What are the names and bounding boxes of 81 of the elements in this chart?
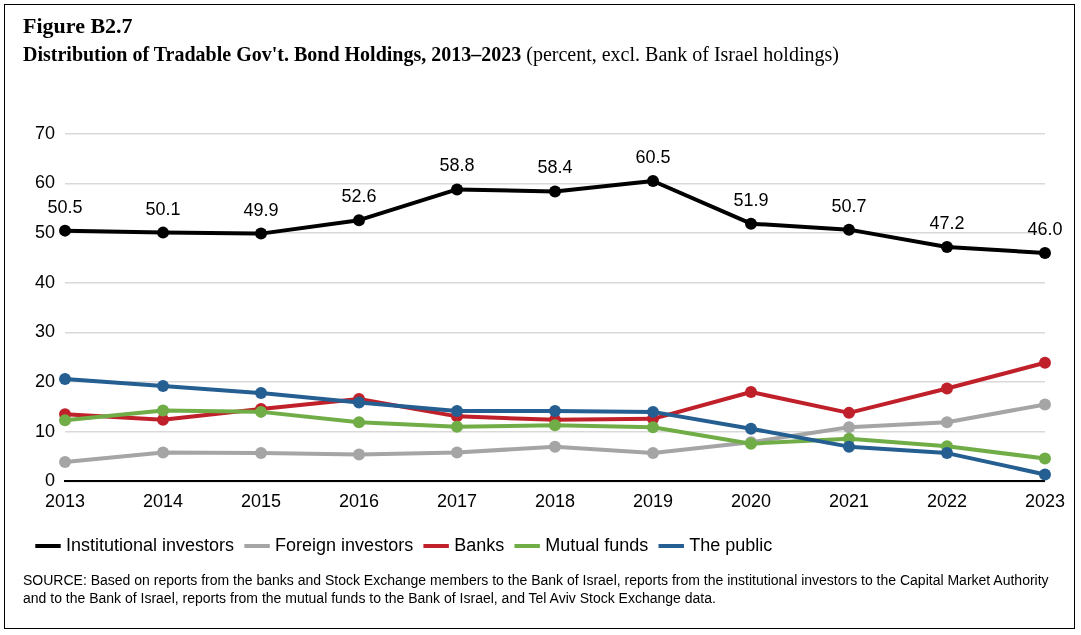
point [940, 447, 953, 460]
point [255, 387, 268, 400]
point [1038, 398, 1051, 411]
y-tick-label: 0 [45, 470, 56, 491]
point [549, 404, 561, 417]
point [157, 404, 170, 417]
data-label: 46.0 [1027, 218, 1063, 239]
x-tick-label: 2018 [534, 491, 576, 512]
x-tick-label: 2017 [436, 491, 478, 512]
point [1038, 452, 1051, 465]
point [940, 241, 953, 254]
y-tick-label: 30 [34, 321, 56, 342]
y-tick-label: 50 [34, 222, 56, 243]
x-tick-label: 2014 [142, 491, 184, 512]
point [353, 214, 366, 227]
x-tick-label: 2023 [1024, 491, 1065, 512]
point [353, 448, 366, 461]
x-tick-label: 2020 [730, 491, 772, 512]
point [255, 227, 268, 240]
point [255, 447, 268, 460]
point [940, 382, 953, 395]
point [451, 404, 463, 417]
point [842, 223, 855, 236]
point [647, 405, 659, 418]
legend-label: Foreign investors [275, 534, 414, 555]
data-label: 60.5 [635, 146, 671, 167]
x-tick-label: 2013 [45, 491, 86, 512]
point [744, 422, 757, 435]
point [647, 447, 659, 460]
y-tick-label: 40 [34, 271, 56, 292]
point [744, 217, 757, 230]
y-tick-label: 20 [34, 371, 56, 392]
point [842, 421, 855, 434]
data-label: 58.8 [439, 155, 475, 176]
x-tick-label: 2019 [632, 491, 674, 512]
x-tick-label: 2016 [338, 491, 380, 512]
data-label: 47.2 [929, 212, 965, 233]
point [451, 183, 463, 196]
data-label: 58.4 [537, 157, 573, 178]
point [647, 174, 659, 187]
y-tick-label: 60 [34, 172, 56, 193]
x-tick-label: 2021 [828, 491, 870, 512]
point [59, 224, 72, 237]
chart-subtitle: Distribution of Tradable Gov't. Bond Holdings, 2013–2023 (percent, excl. Bank of Israel holdings) [23, 42, 840, 68]
point [647, 421, 659, 434]
legend-label: Banks [454, 534, 505, 555]
x-tick-label: 2015 [240, 491, 282, 512]
x-tick-label: 2022 [926, 491, 968, 512]
point [549, 419, 561, 432]
point [353, 396, 366, 409]
point [940, 416, 953, 429]
point [451, 420, 463, 433]
legend-label: Institutional investors [66, 534, 235, 555]
point [59, 456, 72, 469]
point [353, 416, 366, 429]
y-tick-label: 70 [34, 122, 56, 143]
y-tick-label: 10 [34, 420, 56, 441]
point [1038, 246, 1051, 259]
point [157, 226, 170, 239]
data-label: 49.9 [243, 199, 279, 220]
legend-label: Mutual funds [545, 534, 649, 555]
point [1038, 356, 1051, 369]
point [59, 414, 72, 427]
point [59, 373, 72, 386]
data-label: 52.6 [341, 186, 377, 207]
point [157, 380, 170, 393]
point [451, 446, 463, 459]
data-label: 50.5 [47, 196, 83, 217]
point [842, 440, 855, 453]
point [842, 406, 855, 419]
legend-label: The public [689, 534, 773, 555]
data-label: 51.9 [733, 189, 769, 210]
point [157, 446, 170, 459]
point [1038, 468, 1051, 481]
data-label: 50.7 [831, 195, 867, 216]
data-label: 50.1 [145, 198, 181, 219]
point [549, 440, 561, 453]
chart-title: Figure B2.7 [23, 13, 133, 39]
point [549, 185, 561, 198]
point [744, 386, 757, 399]
source-note: SOURCE: Based on reports from the banks and Stock Exchange members to the Bank of Israel, reports from the institutional investors to the Capital Market Authority and to the Bank of Israel, reports from the mutual funds to the Bank of Israel, and Tel Aviv Stock Exchange data. [23, 571, 1050, 607]
